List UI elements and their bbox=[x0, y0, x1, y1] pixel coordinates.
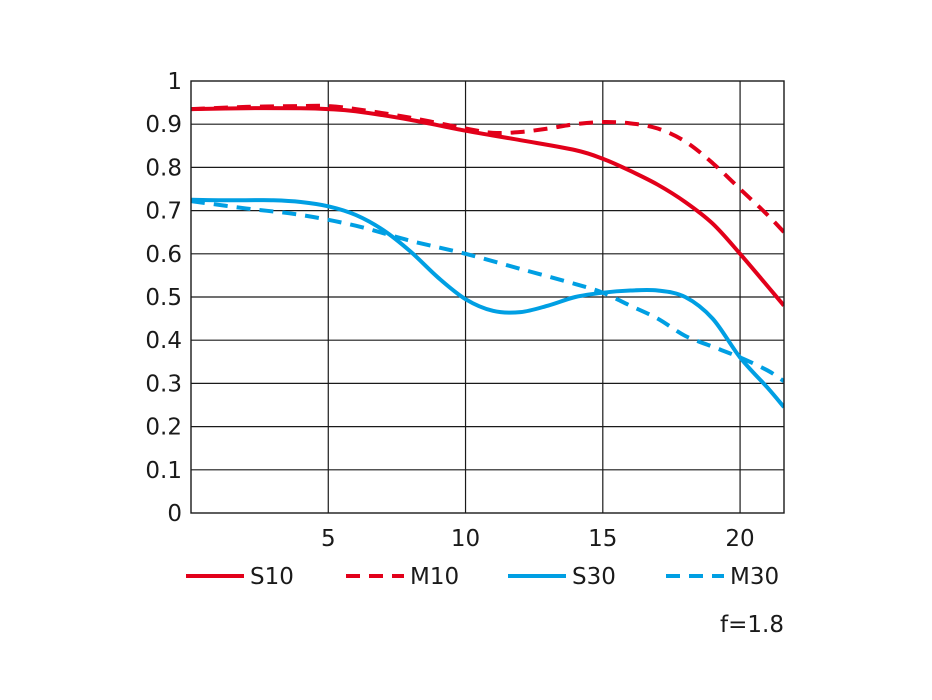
x-tick-label: 15 bbox=[588, 526, 617, 552]
y-tick-label: 0.1 bbox=[145, 458, 182, 484]
legend-label-s30: S30 bbox=[572, 564, 616, 590]
x-tick-label: 5 bbox=[321, 526, 336, 552]
y-tick-label: 0 bbox=[167, 501, 182, 527]
grid bbox=[191, 81, 784, 513]
y-tick-label: 0.9 bbox=[145, 112, 182, 138]
x-tick-label: 20 bbox=[725, 526, 754, 552]
series-line-s30 bbox=[191, 197, 784, 409]
y-tick-label: 0.6 bbox=[145, 242, 182, 268]
y-tick-label: 1 bbox=[167, 69, 182, 95]
series-group bbox=[191, 103, 784, 409]
y-axis-ticks: 0 0.1 0.2 0.3 0.4 0.5 0.6 0.7 0.8 0.9 1 bbox=[145, 69, 182, 527]
y-tick-label: 0.5 bbox=[145, 285, 182, 311]
legend-label-s10: S10 bbox=[250, 564, 294, 590]
legend: S10 M10 S30 M30 bbox=[186, 564, 779, 590]
y-tick-label: 0.3 bbox=[145, 371, 182, 397]
x-tick-label: 10 bbox=[451, 526, 480, 552]
legend-label-m30: M30 bbox=[730, 564, 779, 590]
series-line-s10 bbox=[191, 106, 784, 307]
y-tick-label: 0.7 bbox=[145, 199, 182, 225]
y-tick-label: 0.8 bbox=[145, 155, 182, 181]
plot-frame bbox=[190, 80, 785, 514]
legend-label-m10: M10 bbox=[410, 564, 459, 590]
y-tick-label: 0.2 bbox=[145, 415, 182, 441]
series-line-m10 bbox=[191, 103, 784, 234]
aperture-annotation: f=1.8 bbox=[720, 612, 784, 638]
y-tick-label: 0.4 bbox=[145, 328, 182, 354]
series-line-m30 bbox=[191, 199, 784, 383]
x-axis-ticks: 5 10 15 20 bbox=[321, 526, 755, 552]
